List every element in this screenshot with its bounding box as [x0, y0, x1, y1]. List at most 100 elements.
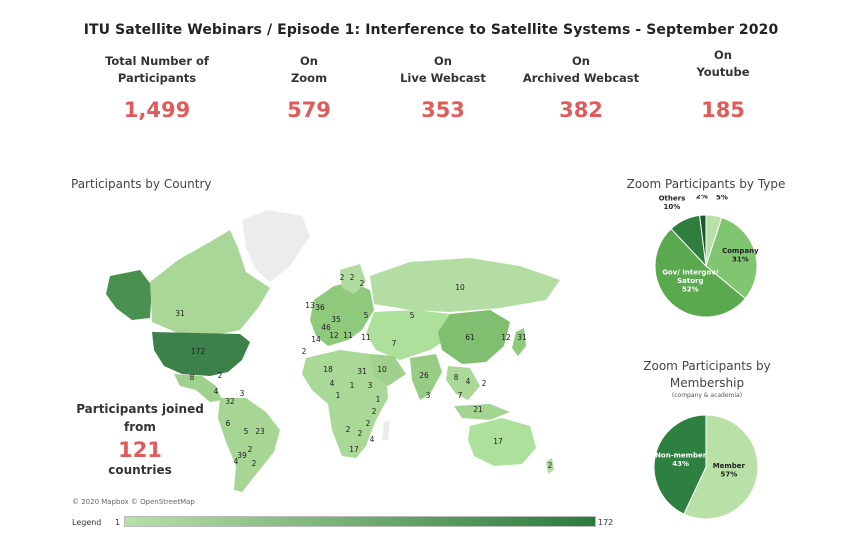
kpi-live-webcast: On Live Webcast 353: [368, 52, 518, 122]
map-label-turkey: 11: [361, 333, 371, 342]
legend-max: 172: [598, 518, 614, 527]
map-label-bolivia: 5: [244, 427, 249, 436]
pie-membership-subtitle: (company & academia): [671, 392, 743, 399]
dashboard-title: ITU Satellite Webinars / Episode 1: Inte…: [83, 22, 779, 38]
map-label-sweden: 2: [350, 273, 355, 282]
map-label-indonesia: 21: [473, 405, 483, 414]
map-label-iran: 7: [392, 339, 397, 348]
map-label-kenya: 2: [372, 407, 377, 416]
pie-label-gov-intergov-satorg: Gov/ Intergov/Satorg 52%: [662, 269, 719, 294]
pie-label-non-member: Non-member 43%: [655, 451, 707, 468]
map-label-costa-rica: 4: [214, 387, 219, 396]
pie-membership-labels: Member 57% Non-member 43%: [655, 451, 745, 478]
pie-chart-membership[interactable]: Member 57% Non-member 43%: [640, 408, 780, 528]
region-central-asia: [366, 310, 456, 360]
map-credit[interactable]: © 2020 Mapbox © OpenStreetMap: [72, 498, 195, 506]
map-shapes: [106, 210, 560, 492]
map-label-mexico: 8: [190, 373, 195, 382]
map-label-angola: 2: [346, 425, 351, 434]
region-usa: [152, 332, 250, 376]
kpi-youtube-value: 185: [701, 98, 745, 122]
pie-type-slices: [654, 214, 758, 318]
region-africa: [302, 350, 388, 458]
map-label-australia: 17: [493, 437, 503, 446]
pie-label-member: Member 57%: [713, 462, 746, 479]
countries-label: countries: [108, 463, 172, 477]
map-label-russia: 10: [455, 283, 465, 292]
kpi-live-webcast-label: On Live Webcast: [400, 54, 486, 85]
region-south-america: [218, 398, 280, 492]
map-label-uruguay: 2: [252, 459, 257, 468]
map-label-kazakhstan: 5: [410, 311, 415, 320]
region-alaska: [106, 270, 152, 320]
pie-slice-company[interactable]: [705, 216, 758, 300]
map-label-united-states: 172: [191, 347, 206, 356]
map-label-new-zealand: 2: [548, 461, 553, 470]
map-label-finland: 2: [360, 279, 365, 288]
kpi-youtube: On Youtube 185: [648, 46, 798, 122]
map-label-united-kingdom: 36: [315, 303, 325, 312]
map-label-argentina: 39: [237, 451, 247, 460]
map-label-cuba: 2: [218, 371, 223, 380]
region-greenland: [242, 210, 310, 282]
map-label-niger: 4: [330, 379, 335, 388]
map-label-ethiopia: 1: [376, 395, 381, 404]
kpi-youtube-label: On Youtube: [696, 48, 750, 79]
region-indonesia: [454, 404, 510, 420]
map-label-zambia: 2: [358, 429, 363, 438]
kpi-archived-webcast-value: 382: [559, 98, 603, 122]
pie-slice-regintorg[interactable]: [699, 214, 707, 267]
pie-label-regintorg: Regintorg2%: [682, 195, 721, 200]
region-mexico: [174, 374, 222, 402]
map-label-japan: 31: [517, 333, 527, 342]
map-label-chile: 4: [234, 457, 239, 466]
map-label-morocco: 2: [302, 347, 307, 356]
kpi-zoom-value: 579: [287, 98, 331, 122]
region-china: [438, 310, 510, 364]
map-label-germany: 35: [331, 315, 341, 324]
region-scandinavia: [340, 264, 366, 294]
pie-slice-gov-intergov-satorg[interactable]: [654, 228, 747, 318]
kpi-archived-webcast-label: On Archived Webcast: [522, 54, 640, 85]
map-label-china: 61: [465, 333, 475, 342]
region-india: [410, 354, 442, 400]
kpi-total-value: 1,499: [123, 98, 191, 122]
map-label-france: 46: [321, 323, 331, 332]
pie-type-title: Zoom Participants by Type: [626, 177, 786, 191]
legend-min: 1: [115, 518, 121, 527]
pie-slice-non-member[interactable]: [653, 414, 707, 515]
legend-label: Legend: [72, 518, 102, 527]
pie-label-academia: Academia5%: [703, 195, 742, 202]
map-label-brazil: 23: [255, 427, 265, 436]
map-label-saudi-arabia: 10: [377, 365, 387, 374]
region-madagascar: [382, 420, 390, 440]
map-label-south-africa: 17: [349, 445, 359, 454]
map-label-ukraine: 5: [364, 311, 369, 320]
map-label-chad: 1: [350, 381, 355, 390]
kpi-live-webcast-value: 353: [421, 98, 465, 122]
map-label-norway: 2: [340, 273, 345, 282]
region-canada: [150, 230, 270, 336]
map-title: Participants by Country: [71, 177, 212, 191]
map-label-canada: 31: [175, 309, 185, 318]
map-label-colombia: 32: [225, 397, 235, 406]
region-russia: [370, 258, 560, 312]
kpi-total: Total Number of Participants 1,499: [82, 52, 232, 122]
map-label-thailand: 8: [454, 373, 459, 382]
pie-slice-member[interactable]: [683, 414, 759, 520]
map-label-egypt: 31: [357, 367, 367, 376]
map-label-paraguay: 2: [248, 445, 253, 454]
pie-membership-slices: [653, 414, 759, 520]
map-label-spain: 14: [311, 335, 321, 344]
map-label-sudan: 3: [368, 381, 373, 390]
map-label-algeria: 18: [323, 365, 333, 374]
region-arabia: [370, 354, 406, 386]
map-label-philippines: 2: [482, 379, 487, 388]
pie-membership-title: Zoom Participants by Membership: [643, 359, 771, 390]
pie-label-others: Others 10%: [659, 195, 686, 211]
kpi-zoom: On Zoom 579: [234, 52, 384, 122]
legend-gradient-bar: [124, 516, 596, 527]
